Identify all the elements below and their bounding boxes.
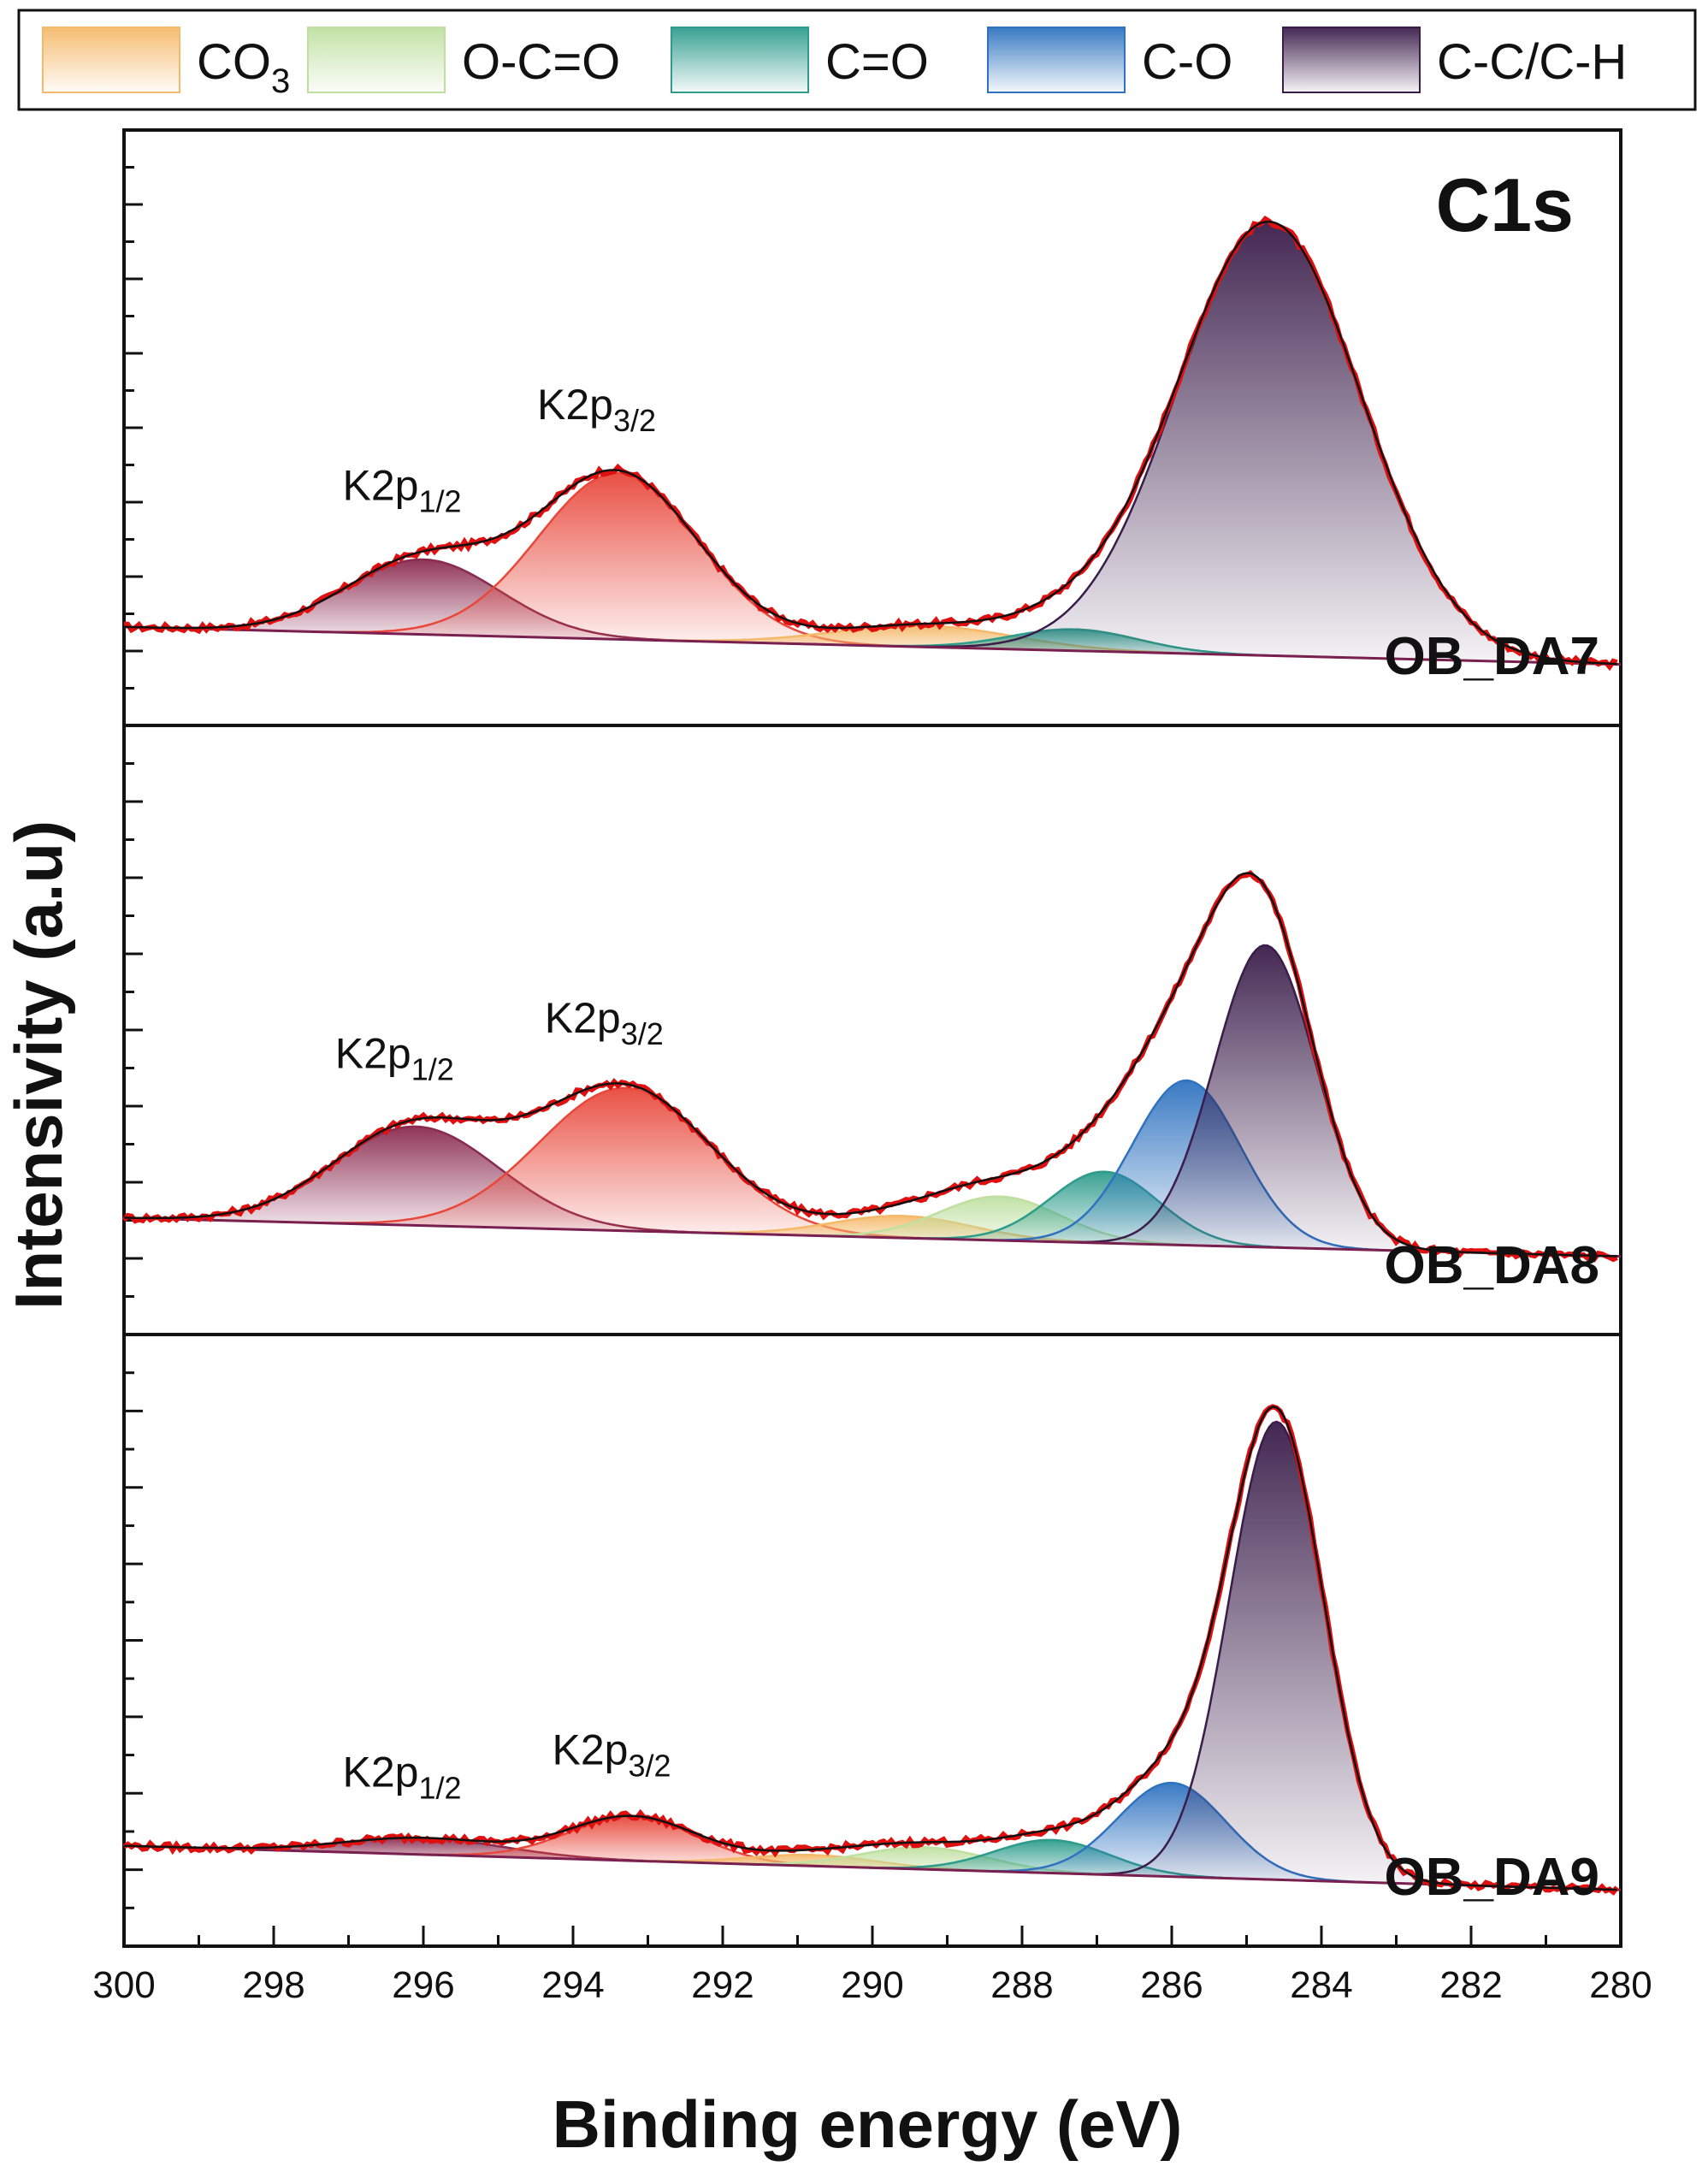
legend-item: C-C/C-H [1282, 27, 1627, 93]
component-peak-fill [1002, 945, 1526, 1254]
legend-label: C-O [1142, 34, 1232, 90]
x-tick-label: 284 [1290, 1964, 1352, 2006]
peak-label-subscript: 1/2 [418, 483, 461, 518]
peak-label: K2p3/2 [537, 381, 656, 438]
baseline [123, 1844, 1622, 1891]
fit-envelope [123, 220, 1617, 666]
spectrum-panel: K2p1/2 K2p3/2 OB_DA9 [122, 1333, 1622, 1948]
x-tick-label: 294 [541, 1964, 604, 2006]
legend-item: C-O [987, 27, 1232, 93]
component-peak-fill [124, 559, 817, 645]
legend-label: O-C=O [462, 34, 620, 90]
legend-item: O-C=O [307, 27, 620, 93]
peak-label: K2p3/2 [552, 1726, 671, 1784]
x-tick-label: 282 [1439, 1964, 1502, 2006]
peak-label-subscript: 3/2 [621, 1016, 664, 1051]
legend-label-subscript: 3 [271, 62, 290, 100]
legend-swatch [671, 27, 809, 93]
spectrum-panel: K2p1/2 K2p3/2 OB_DA7 [122, 128, 1622, 727]
peak-label-subscript: 3/2 [628, 1749, 671, 1784]
x-axis-title: Binding energy (eV) [553, 2086, 1183, 2162]
legend-label: CO3 [197, 34, 290, 100]
component-peak-fill [304, 1816, 959, 1871]
sample-label: OB_DA7 [1384, 627, 1599, 686]
component-peak-fill [124, 1838, 831, 1867]
component-peak-fill [124, 1126, 842, 1237]
legend: CO3 O-C=O C=O C-O C-C/C-H [17, 9, 1697, 111]
x-tick-label: 296 [392, 1964, 454, 2006]
baseline [123, 625, 1622, 666]
x-tick-label: 286 [1140, 1964, 1203, 2006]
legend-item: C=O [671, 27, 929, 93]
component-peak-fill [464, 625, 1385, 659]
legend-swatch [307, 27, 446, 93]
x-tick-label: 280 [1589, 1964, 1652, 2006]
peak-label: K2p1/2 [342, 461, 461, 518]
peak-label: K2p1/2 [342, 1748, 461, 1805]
component-peak-fill [595, 1847, 1250, 1879]
component-peak-fill [755, 1839, 1347, 1882]
component-peak-fill [891, 1783, 1450, 1885]
fit-envelope [124, 872, 1617, 1258]
legend-swatch [1282, 27, 1421, 93]
peak-label: K2p1/2 [335, 1029, 454, 1086]
component-peak-fill [791, 222, 1619, 665]
legend-swatch [987, 27, 1126, 93]
component-peak-fill [206, 473, 1026, 650]
y-axis-title: Intensivity (a.u) [1, 820, 76, 1310]
peak-label-subscript: 3/2 [613, 403, 656, 438]
sample-label: OB_DA8 [1384, 1236, 1599, 1295]
x-tick-label: 288 [990, 1964, 1053, 2006]
component-peak-fill [1029, 1422, 1520, 1887]
legend-label: C-C/C-H [1437, 34, 1627, 90]
legend-swatch [42, 27, 180, 93]
x-tick-label: 292 [691, 1964, 754, 2006]
x-tick-label: 300 [92, 1964, 155, 2006]
fit-envelope [123, 1406, 1617, 1891]
x-tick-label: 298 [242, 1964, 304, 2006]
sample-label: OB_DA9 [1384, 1848, 1599, 1907]
baseline [123, 1216, 1622, 1258]
legend-label: C=O [825, 34, 929, 90]
chart-title: C1s [1436, 163, 1574, 247]
legend-frame [17, 9, 1697, 111]
x-tick-label: 290 [841, 1964, 903, 2006]
measured-spectrum [122, 1404, 1619, 1896]
spectrum-panel: K2p1/2 K2p3/2 OB_DA8 [121, 724, 1622, 1336]
component-peak-fill [180, 1087, 1068, 1242]
peak-label: K2p3/2 [545, 994, 664, 1051]
x-axis: 300 298 296 294 292 290 288 286 284 282 280 [92, 1926, 1652, 2006]
peak-label-subscript: 1/2 [418, 1770, 461, 1805]
legend-item: CO3 [42, 27, 290, 100]
peak-label-subscript: 1/2 [411, 1051, 454, 1086]
